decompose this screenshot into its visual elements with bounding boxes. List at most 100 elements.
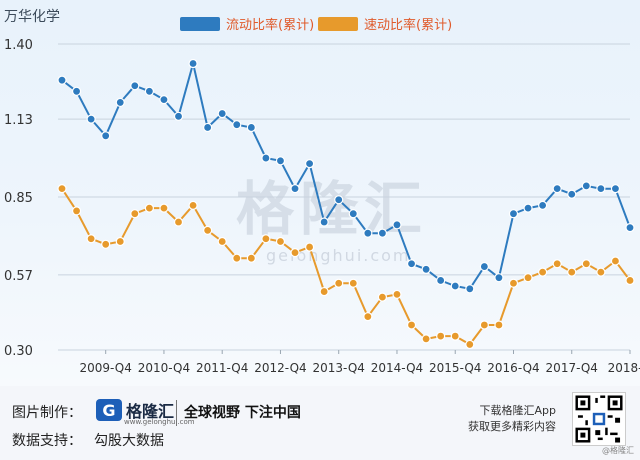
data-point-quick-ratio — [188, 200, 198, 210]
data-point-quick-ratio — [334, 278, 344, 288]
data-point-current-ratio — [596, 184, 606, 194]
credit-text: @格隆汇 — [602, 446, 634, 455]
data-point-current-ratio — [246, 122, 256, 133]
x-tick-label: 2010-Q4 — [138, 361, 190, 375]
brand-name: 格隆汇 — [126, 402, 175, 421]
y-tick-label: 1.40 — [4, 38, 33, 53]
made-by-label: 图片制作： — [12, 405, 82, 421]
app-download-text: 下载格隆汇App — [479, 404, 557, 417]
data-point-quick-ratio — [610, 256, 621, 266]
data-point-current-ratio — [304, 159, 315, 169]
line-chart: 1.40 1.13 0.85 0.57 0.30 2009-Q4 2010-Q4 2011-Q… — [4, 38, 640, 375]
data-point-quick-ratio — [625, 275, 635, 286]
data-point-current-ratio — [290, 184, 300, 194]
data-point-quick-ratio — [173, 217, 184, 227]
data-point-quick-ratio — [392, 289, 402, 299]
data-point-current-ratio — [436, 275, 446, 286]
watermark: 格隆汇 — [236, 175, 429, 243]
data-point-quick-ratio — [101, 239, 111, 249]
legend-swatch-orange — [318, 16, 358, 31]
data-point-current-ratio — [508, 209, 519, 219]
data-point-quick-ratio — [290, 248, 300, 258]
data-point-current-ratio — [625, 223, 635, 233]
data-point-quick-ratio — [348, 278, 358, 288]
data-point-current-ratio — [406, 259, 417, 269]
data-point-current-ratio — [377, 228, 388, 238]
data-point-quick-ratio — [217, 236, 227, 247]
legend-label-quick-ratio: 速动比率(累计) — [364, 18, 453, 33]
data-point-quick-ratio — [304, 242, 315, 252]
data-source-name: 勾股大数据 — [94, 433, 164, 449]
data-point-current-ratio — [494, 273, 504, 283]
company-name: 万华化学 — [4, 9, 60, 25]
data-point-quick-ratio — [57, 184, 67, 194]
data-point-quick-ratio — [246, 253, 256, 263]
legend-swatch-blue — [180, 16, 220, 31]
series-line-quick-ratio — [61, 188, 631, 346]
data-point-quick-ratio — [275, 236, 286, 247]
data-point-current-ratio — [465, 284, 475, 294]
data-point-current-ratio — [567, 189, 577, 199]
x-tick-label: 2013-Q4 — [313, 361, 365, 375]
legend-item-quick-ratio: 速动比率(累计) — [318, 14, 452, 33]
data-point-quick-ratio — [494, 320, 504, 330]
data-point-quick-ratio — [261, 234, 271, 244]
divider — [176, 400, 177, 426]
data-point-quick-ratio — [596, 267, 606, 277]
data-point-quick-ratio — [159, 203, 169, 213]
data-point-current-ratio — [188, 58, 198, 69]
data-point-current-ratio — [101, 131, 111, 141]
data-point-quick-ratio — [450, 331, 460, 341]
legend-item-current-ratio: 流动比率(累计) — [180, 14, 314, 33]
data-point-quick-ratio — [71, 206, 82, 216]
data-point-current-ratio — [232, 120, 242, 130]
data-point-quick-ratio — [479, 320, 489, 330]
data-point-quick-ratio — [319, 286, 329, 297]
data-point-current-ratio — [421, 264, 431, 274]
data-point-quick-ratio — [508, 278, 519, 288]
data-point-current-ratio — [217, 108, 227, 119]
x-tick-label: 2009-Q4 — [79, 361, 131, 375]
app-more-content-text: 获取更多精彩内容 — [468, 420, 556, 433]
data-point-quick-ratio — [567, 267, 577, 277]
data-point-quick-ratio — [377, 292, 388, 302]
x-tick-label: 2017-Q4 — [546, 361, 598, 375]
data-point-current-ratio — [552, 184, 562, 194]
data-point-quick-ratio — [232, 253, 242, 263]
data-point-quick-ratio — [406, 320, 417, 330]
data-point-current-ratio — [115, 97, 125, 108]
data-point-current-ratio — [523, 203, 533, 213]
footer: 图片制作： G 格隆汇 www.gelonghui.com 全球视野 下注中国 … — [0, 386, 640, 460]
data-point-current-ratio — [319, 217, 329, 227]
data-point-quick-ratio — [86, 234, 96, 244]
qr-code-icon — [572, 392, 626, 446]
x-tick-label: 2018-Q — [608, 361, 640, 375]
x-tick-label: 2014-Q4 — [371, 361, 423, 375]
data-point-current-ratio — [275, 156, 286, 166]
data-point-quick-ratio — [581, 259, 591, 269]
y-tick-label: 0.57 — [4, 269, 33, 284]
brand: G 格隆汇 — [96, 398, 174, 422]
data-point-current-ratio — [334, 195, 344, 205]
series-line-current-ratio — [61, 63, 631, 290]
data-point-current-ratio — [261, 153, 271, 163]
data-point-quick-ratio — [436, 331, 446, 341]
data-point-quick-ratio — [115, 236, 125, 247]
data-point-current-ratio — [450, 281, 460, 291]
legend-label-current-ratio: 流动比率(累计) — [226, 18, 315, 33]
data-point-quick-ratio — [203, 225, 213, 235]
data-point-current-ratio — [479, 261, 489, 272]
data-point-current-ratio — [159, 95, 169, 105]
data-point-current-ratio — [348, 209, 358, 219]
data-point-current-ratio — [392, 220, 402, 230]
data-point-current-ratio — [173, 111, 184, 121]
data-point-current-ratio — [581, 181, 591, 191]
data-point-current-ratio — [86, 114, 96, 124]
data-point-current-ratio — [130, 81, 140, 91]
data-point-quick-ratio — [552, 259, 562, 269]
data-point-quick-ratio — [538, 267, 548, 277]
x-tick-label: 2016-Q4 — [487, 361, 539, 375]
data-point-quick-ratio — [363, 312, 373, 322]
data-point-quick-ratio — [465, 339, 475, 350]
